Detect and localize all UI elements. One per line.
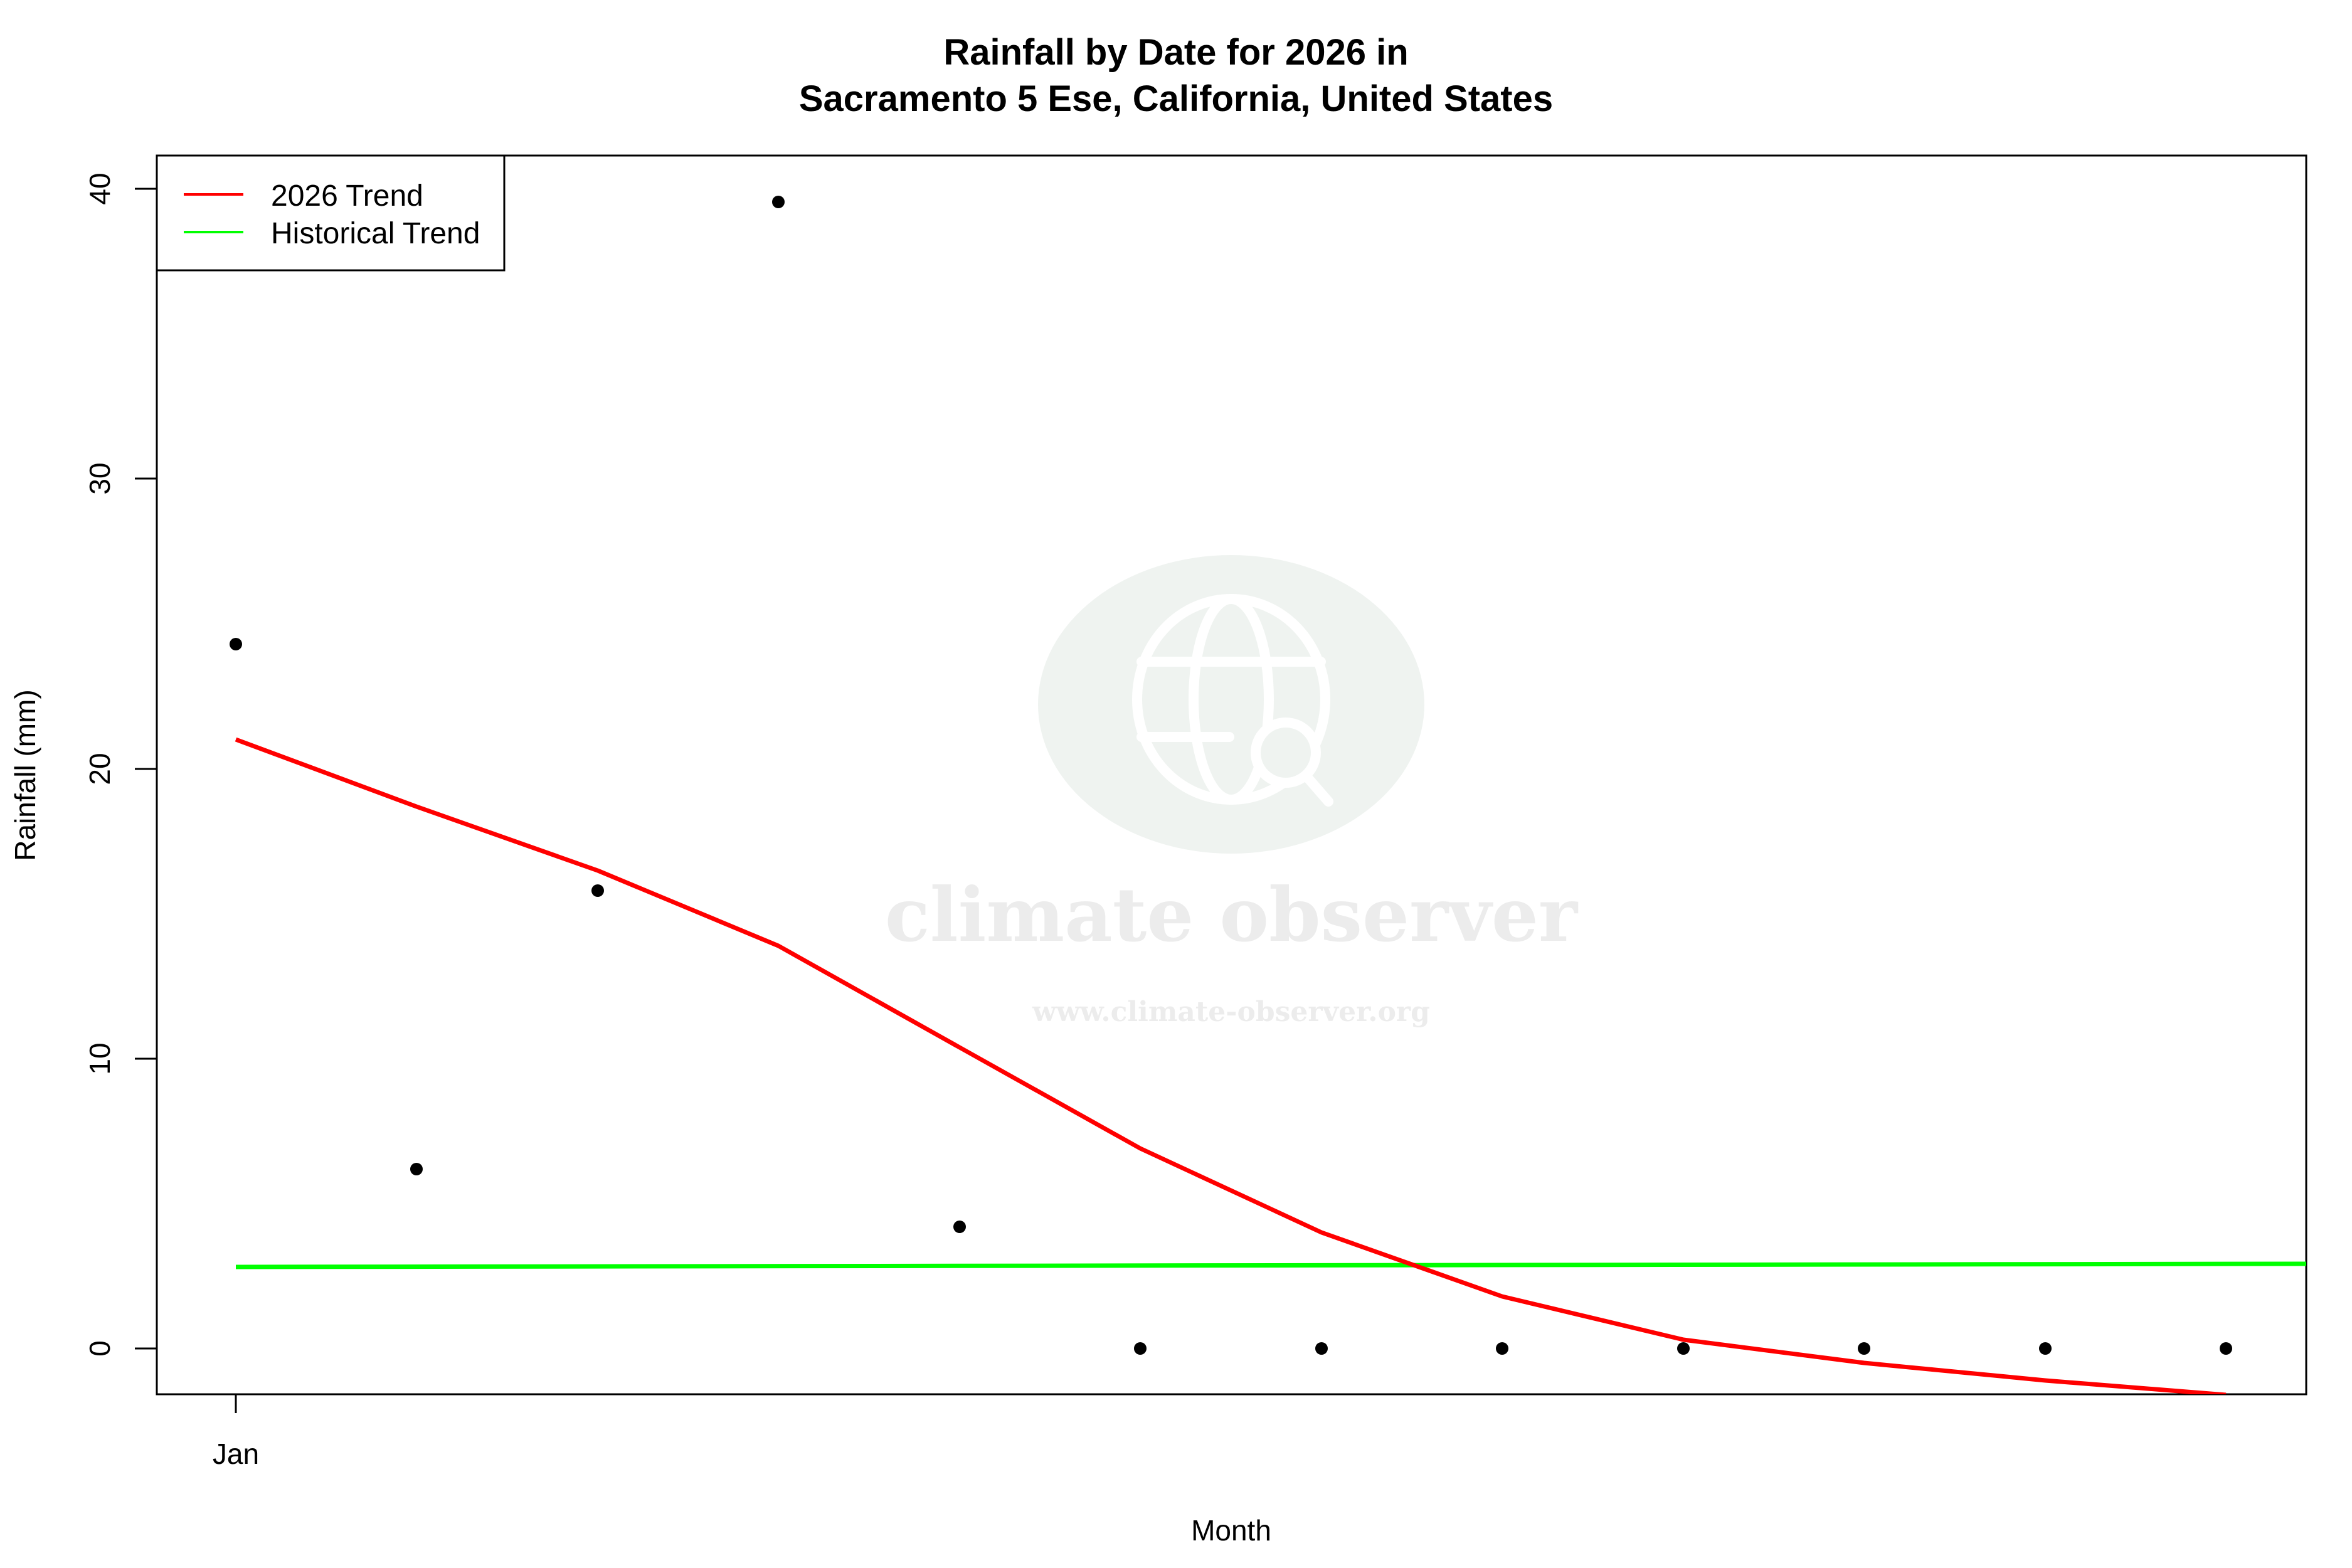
data-point [1134, 1342, 1147, 1355]
data-point [410, 1163, 423, 1175]
watermark-brand: climate observer [885, 871, 1579, 958]
watermark-globe-background [1038, 555, 1424, 854]
data-point [2039, 1342, 2052, 1355]
data-point [1496, 1342, 1508, 1355]
chart-title-line1: Rainfall by Date for 2026 in [943, 32, 1409, 73]
y-axis [135, 188, 157, 1350]
data-point [1677, 1342, 1690, 1355]
y-tick-40: 40 [83, 172, 116, 204]
globe-search-icon [1132, 594, 1333, 807]
data-point [953, 1221, 966, 1233]
historical-trend-line [235, 1261, 2306, 1269]
data-point [772, 196, 785, 208]
x-axis-label: Month [1191, 1514, 1271, 1547]
y-axis-label: Rainfall (mm) [9, 689, 41, 861]
y-tick-30: 30 [83, 462, 116, 494]
x-tick-label-jan: Jan [213, 1438, 259, 1470]
y-tick-0: 0 [83, 1340, 116, 1357]
chart-title-line2: Sacramento 5 Ese, California, United Sta… [798, 78, 1554, 119]
trend-2026-line [235, 737, 2227, 1394]
legend-label-2026-trend: 2026 Trend [271, 179, 423, 213]
rainfall-points [230, 196, 2232, 1355]
legend: 2026 Trend Historical Trend [156, 154, 506, 272]
data-point [230, 638, 242, 650]
legend-box [156, 154, 506, 272]
data-point [1315, 1342, 1328, 1355]
plot-frame [156, 154, 2307, 1396]
data-point [591, 884, 604, 897]
watermark-url: www.climate-observer.org [1032, 996, 1430, 1028]
y-tick-20: 20 [83, 753, 116, 785]
legend-label-historical-trend: Historical Trend [271, 217, 480, 250]
data-point [2220, 1342, 2232, 1355]
y-tick-10: 10 [83, 1042, 116, 1074]
data-point [1858, 1342, 1870, 1355]
watermark: climate observer www.climate-observer.or… [885, 555, 1579, 1028]
